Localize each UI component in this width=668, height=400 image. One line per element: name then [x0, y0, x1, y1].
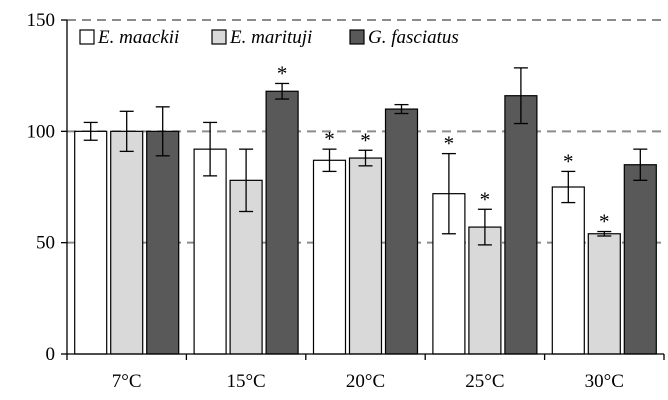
x-tick-label-1: 15°C: [226, 371, 265, 392]
significance-star-e-marituji-2: *: [360, 128, 371, 152]
bar-g-fasciatus-1: [265, 90, 299, 355]
bar-e-marituji-0: [110, 130, 144, 355]
bar-e-marituji-3: [468, 226, 502, 355]
bars: * * * * * * *: [74, 61, 657, 355]
legend-label-e-maackii: E. maackii: [97, 27, 179, 48]
bar-g-fasciatus-4: [623, 164, 657, 355]
x-tick-label-0: 7°C: [112, 371, 142, 392]
legend-label-g-fasciatus: G. fasciatus: [368, 27, 459, 48]
significance-star-e-maackii-4: *: [563, 149, 574, 173]
legend-swatch-e-marituji: [211, 29, 227, 45]
bar-g-fasciatus-3: [504, 95, 538, 355]
significance-star-e-marituji-4: *: [599, 210, 610, 234]
y-tick-label-50: 50: [36, 233, 55, 254]
bar-e-maackii-2: [312, 159, 347, 355]
significance-star-g-fasciatus-1: *: [277, 61, 288, 85]
y-tick-label-100: 100: [27, 121, 56, 142]
significance-star-e-maackii-3: *: [444, 132, 455, 156]
bar-e-marituji-1: [229, 179, 263, 355]
y-tick-label-150: 150: [27, 10, 56, 31]
x-tick-label-4: 30°C: [585, 371, 624, 392]
bar-e-marituji-2: [348, 157, 383, 355]
bar-e-marituji-4: [587, 233, 621, 355]
significance-star-e-marituji-3: *: [480, 187, 491, 211]
x-tick-label-2: 20°C: [346, 371, 385, 392]
y-tick-label-0: 0: [46, 344, 56, 365]
axes: 7°C 15°C 20°C 25°C 30°C 0 50 100 150: [27, 10, 665, 392]
bar-e-maackii-1: [193, 148, 227, 355]
bar-e-maackii-4: [551, 186, 585, 355]
bar-e-maackii-0: [74, 130, 108, 355]
x-tick-label-3: 25°C: [465, 371, 504, 392]
legend-swatch-e-maackii: [79, 29, 95, 45]
bar-g-fasciatus-0: [146, 130, 180, 355]
legend: E. maackii E. marituji G. fasciatus: [79, 27, 459, 48]
bar-g-fasciatus-2: [384, 108, 419, 355]
significance-star-e-maackii-2: *: [324, 127, 335, 151]
legend-swatch-g-fasciatus: [349, 29, 365, 45]
legend-label-e-marituji: E. marituji: [229, 27, 312, 48]
